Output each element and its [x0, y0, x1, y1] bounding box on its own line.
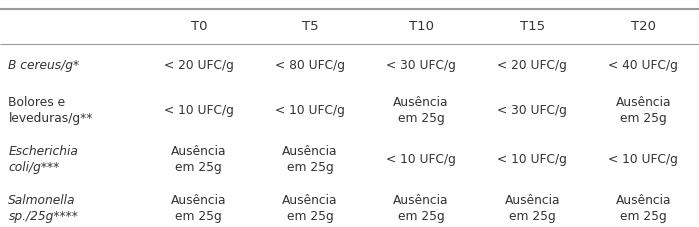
Text: Bolores e
leveduras/g**: Bolores e leveduras/g**: [8, 96, 93, 125]
Text: Escherichia
coli/g***: Escherichia coli/g***: [8, 145, 78, 174]
Text: B cereus/g*: B cereus/g*: [8, 59, 80, 72]
Text: < 10 UFC/g: < 10 UFC/g: [275, 104, 345, 117]
Text: Ausência
em 25g: Ausência em 25g: [282, 145, 338, 174]
Text: T15: T15: [520, 20, 545, 33]
Text: < 10 UFC/g: < 10 UFC/g: [387, 153, 456, 166]
Text: T20: T20: [631, 20, 656, 33]
Text: < 10 UFC/g: < 10 UFC/g: [609, 153, 678, 166]
Text: Ausência
em 25g: Ausência em 25g: [616, 194, 671, 223]
Text: T0: T0: [191, 20, 207, 33]
Text: Ausência
em 25g: Ausência em 25g: [616, 96, 671, 125]
Text: Ausência
em 25g: Ausência em 25g: [171, 145, 226, 174]
Text: T5: T5: [302, 20, 318, 33]
Text: Ausência
em 25g: Ausência em 25g: [505, 194, 560, 223]
Text: < 30 UFC/g: < 30 UFC/g: [387, 59, 456, 72]
Text: < 40 UFC/g: < 40 UFC/g: [609, 59, 678, 72]
Text: < 20 UFC/g: < 20 UFC/g: [164, 59, 233, 72]
Text: T10: T10: [409, 20, 433, 33]
Text: < 10 UFC/g: < 10 UFC/g: [164, 104, 233, 117]
Text: Ausência
em 25g: Ausência em 25g: [394, 194, 449, 223]
Text: Ausência
em 25g: Ausência em 25g: [282, 194, 338, 223]
Text: < 10 UFC/g: < 10 UFC/g: [498, 153, 567, 166]
Text: Salmonella
sp./25g****: Salmonella sp./25g****: [8, 194, 78, 223]
Text: Ausência
em 25g: Ausência em 25g: [394, 96, 449, 125]
Text: < 30 UFC/g: < 30 UFC/g: [498, 104, 567, 117]
Text: < 20 UFC/g: < 20 UFC/g: [498, 59, 567, 72]
Text: Ausência
em 25g: Ausência em 25g: [171, 194, 226, 223]
Text: < 80 UFC/g: < 80 UFC/g: [275, 59, 345, 72]
